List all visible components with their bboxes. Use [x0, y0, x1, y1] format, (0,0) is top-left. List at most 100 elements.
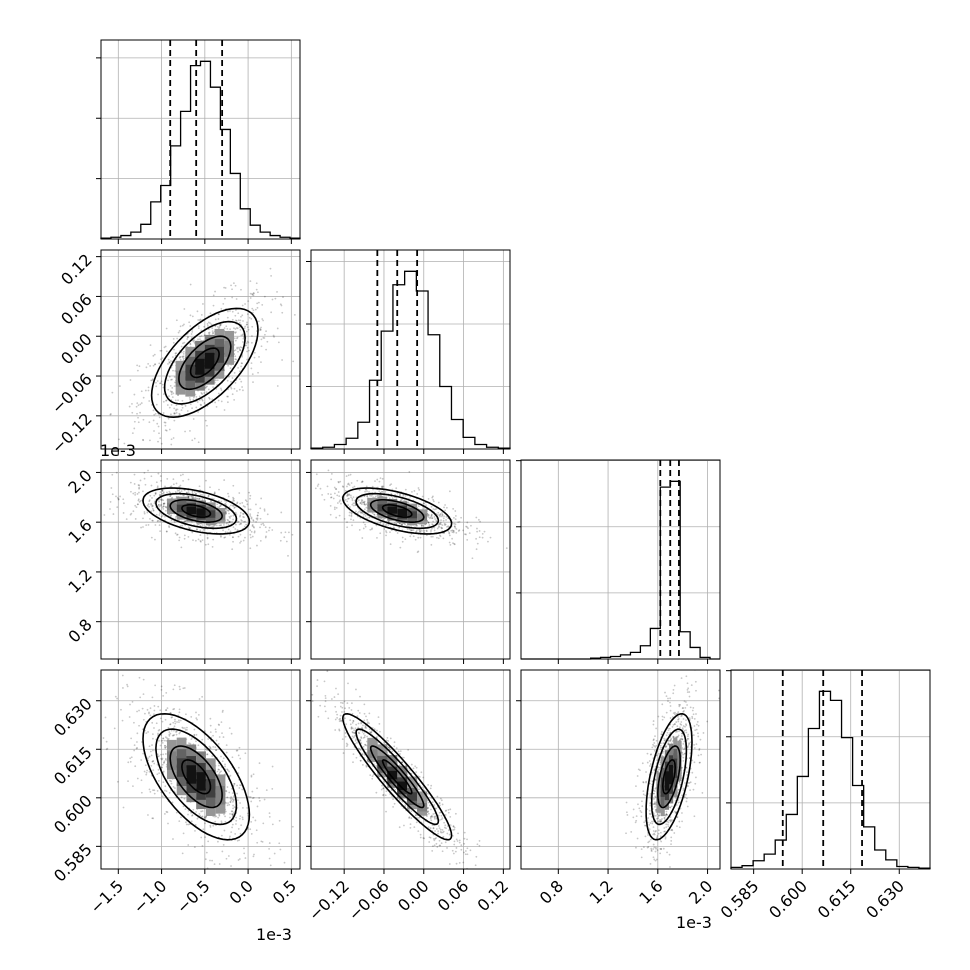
pair-param1-param2-point — [247, 328, 250, 331]
pair-param1-param3-point — [241, 519, 243, 522]
pair-param1-param4-point — [224, 765, 226, 768]
pair-param1-param4-point — [252, 855, 255, 858]
pair-param1-param4-point — [213, 863, 216, 866]
pair-param1-param3-point — [164, 506, 167, 508]
pair-param1-param4-point — [214, 815, 216, 818]
pair-param1-param2-point — [236, 327, 239, 330]
pair-param2-param4-point — [453, 826, 456, 829]
pair-param2-param3-point — [421, 495, 424, 498]
pair-param1-param3-density-cell — [196, 507, 206, 513]
pair-param1-param4-point — [209, 731, 212, 734]
pair-param1-param3-point — [243, 525, 246, 528]
pair-param2-param3-point — [330, 496, 332, 499]
pair-param1-param4-point — [215, 749, 218, 752]
pair-param1-param2-point — [204, 419, 207, 422]
pair-param2-param4-point — [391, 750, 394, 753]
pair-param1-param2-point — [165, 350, 168, 353]
pair-param1-param3-point — [227, 492, 229, 495]
pair-param1-param4-point — [179, 731, 182, 734]
pair-param2-param3-point — [453, 525, 456, 528]
pair-param1-param3-point — [218, 506, 221, 509]
pair-param1-param4-density-cell — [176, 765, 187, 777]
pair-param1-param3-point — [242, 539, 245, 542]
pair-param2-param4-point — [452, 852, 455, 855]
pair-param2-param4-point — [360, 737, 363, 740]
pair-param2-param3-point — [410, 525, 412, 528]
pair-param2-param4-point — [459, 872, 461, 874]
pair-param1-param4-point — [200, 836, 203, 839]
pair-param1-param2-point — [222, 302, 225, 305]
pair-param1-param4-point — [194, 824, 197, 826]
pair-param1-param4-point — [230, 810, 233, 813]
pair-param1-param2-point — [182, 355, 185, 358]
pair-param1-param3-point — [249, 513, 252, 516]
pair-param1-param2-point — [212, 386, 214, 389]
pair-param2-param4-point — [420, 771, 423, 774]
pair-param2-param3-point — [454, 523, 457, 526]
pair-param1-param4-point — [126, 683, 128, 686]
pair-param1-param3-point — [228, 520, 231, 523]
pair-param2-param3-point — [441, 513, 444, 516]
pair-param1-param4-point — [279, 848, 282, 851]
pair-param1-param4-point — [191, 814, 194, 816]
pair-param1-param3-point — [178, 489, 181, 492]
pair-param2-param3-point — [374, 480, 376, 483]
pair-param2-param4-point — [463, 831, 466, 834]
pair-param1-param4-point — [171, 716, 174, 719]
pair-param1-param4-point — [158, 755, 160, 757]
pair-param1-param4-point — [133, 744, 136, 747]
pair-param1-param4-point — [172, 785, 175, 788]
pair-param2-param3-point — [381, 486, 384, 489]
pair-param1-param2-point — [173, 419, 176, 422]
pair-param2-param3-point — [438, 525, 441, 528]
pair-param2-param4-point — [452, 825, 455, 828]
pair-param1-param2-point — [216, 325, 219, 328]
pair-param2-param4-contour — [369, 745, 425, 809]
pair-param1-param3-point — [143, 477, 146, 480]
pair-param2-param4-point — [361, 752, 364, 755]
pair-param2-param3-point — [399, 499, 402, 502]
pair-param1-param3-point — [162, 505, 165, 508]
pair-param1-param4-point — [164, 718, 167, 721]
pair-param2-param3-point — [336, 502, 339, 504]
pair-param1-param4-point — [152, 789, 154, 792]
hist-param4 — [726, 669, 931, 874]
pair-param1-param3-point — [162, 492, 165, 495]
pair-param1-param2-point — [246, 340, 249, 343]
pair-param2-param3-point — [441, 524, 444, 527]
pair-param1-param3-point — [98, 486, 100, 488]
pair-param1-param3-density-cell — [215, 519, 226, 524]
pair-param1-param3-point — [160, 515, 163, 518]
pair-param1-param2-point — [145, 366, 148, 369]
pair-param1-param2-point — [191, 439, 194, 442]
pair-param2-param4-point — [394, 788, 397, 791]
pair-param2-param4-point — [343, 711, 346, 713]
pair-param1-param4-point — [212, 824, 215, 827]
pair-param1-param3-point — [237, 535, 240, 538]
pair-param1-param4-point — [207, 840, 210, 843]
pair-param1-param2-point — [220, 307, 223, 310]
pair-param1-param2-point — [111, 391, 114, 394]
pair-param1-param3-point — [125, 518, 128, 520]
pair-param1-param2-point — [131, 432, 134, 435]
pair-param2-param4-point — [378, 722, 381, 725]
pair-param1-param4-point — [171, 801, 174, 804]
pair-param1-param3-point — [159, 530, 162, 533]
pair-param1-param2-point — [168, 375, 171, 378]
pair-param1-param2-point — [189, 398, 192, 401]
pair-param1-param2-point — [227, 395, 229, 398]
pair-param1-param2-point — [247, 349, 250, 352]
pair-param1-param3-point — [198, 498, 201, 500]
pair-param2-param3-point — [425, 529, 428, 532]
pair-param2-param3-density-cell — [407, 514, 418, 519]
pair-param2-param3-density-cell — [417, 509, 428, 514]
pair-param1-param4-point — [222, 843, 225, 846]
pair-param1-param3-point — [157, 472, 160, 475]
pair-param1-param3-point — [198, 485, 201, 488]
pair-param2-param4-point — [463, 837, 466, 840]
pair-param1-param2-point — [245, 342, 248, 345]
pair-param1-param3-point — [236, 501, 239, 504]
pair-param2-param4-point — [463, 842, 466, 845]
pair-param2-param4-point — [435, 828, 438, 830]
pair-param1-param3-point — [142, 517, 144, 520]
